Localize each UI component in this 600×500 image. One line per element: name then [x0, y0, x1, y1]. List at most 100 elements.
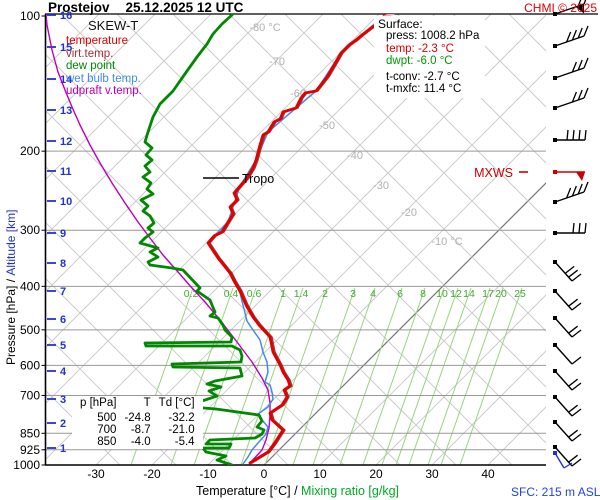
svg-text:6: 6	[60, 314, 66, 326]
svg-text:1000: 1000	[13, 458, 40, 472]
svg-text:10: 10	[313, 467, 327, 481]
wind-barb-icon	[553, 260, 582, 282]
table-cell: -5.4	[174, 436, 195, 448]
svg-text:15: 15	[60, 42, 72, 54]
table-row: 850 -4.0 -5.4	[76, 436, 199, 448]
legend-item-virt-temp-: virt.temp.	[66, 47, 114, 60]
svg-text:7: 7	[60, 286, 66, 298]
col-temp: T	[143, 397, 151, 409]
svg-text:850: 850	[20, 426, 40, 440]
svg-text:2: 2	[322, 288, 328, 300]
svg-text:100: 100	[20, 9, 40, 23]
updraft-virtual-temp-curve	[46, 14, 271, 464]
wind-barb-icon	[553, 343, 582, 365]
page-title: Prostejov 25.12.2025 12 UTC	[48, 0, 243, 15]
svg-text:20: 20	[369, 467, 383, 481]
svg-text:0.6: 0.6	[247, 288, 262, 300]
svg-text:16: 16	[60, 10, 72, 22]
svg-text:2: 2	[60, 418, 66, 430]
svg-text:14: 14	[463, 288, 475, 300]
table-cell: -21.0	[168, 424, 195, 436]
svg-text:300: 300	[20, 223, 40, 237]
curve-legend: temperature virt.temp. dew point wet bulb t…	[66, 35, 142, 98]
y-axis-caption: Pressure [hPa] / Altitude [km]	[4, 140, 18, 365]
svg-text:6: 6	[397, 288, 403, 300]
svg-text:10: 10	[60, 196, 72, 208]
svg-text:-50: -50	[319, 120, 335, 132]
table-cell: 850	[97, 436, 117, 448]
svg-text:400: 400	[20, 279, 40, 293]
svg-text:-20: -20	[143, 467, 161, 481]
wind-barb-icon	[553, 25, 589, 48]
surface-info-box: Surface: press: 1008.2 hPa temp: -2.3 °C d…	[374, 16, 486, 99]
svg-text:700: 700	[20, 388, 40, 402]
dew-point-curve	[138, 14, 266, 465]
svg-text:3: 3	[60, 394, 66, 406]
sounding-datetime: 25.12.2025 12 UTC	[125, 0, 244, 15]
svg-text:30: 30	[425, 467, 439, 481]
svg-text:8: 8	[60, 258, 66, 270]
col-dewpoint: Td [°C]	[158, 397, 195, 409]
svg-text:3: 3	[350, 288, 356, 300]
diagram-type-label: SKEW-T	[88, 18, 139, 33]
surface-value-line: dwpt: -6.0 °C	[386, 55, 453, 68]
wind-barb-icon	[553, 289, 582, 311]
svg-text:11: 11	[60, 166, 72, 178]
legend-item-temperature: temperature	[66, 35, 129, 47]
svg-text:17: 17	[482, 288, 494, 300]
table-cell: -32.2	[168, 412, 195, 424]
svg-text:1: 1	[280, 288, 286, 300]
wind-barb-icon	[553, 395, 582, 417]
svg-text:MXWS: MXWS	[474, 166, 513, 180]
svg-text:14: 14	[60, 74, 73, 86]
copyright-label: CHMI © 2025	[524, 1, 597, 15]
y-axis-altitude-label: Altitude [km]	[4, 209, 18, 276]
svg-text:600: 600	[20, 358, 40, 372]
max-wind-marker: MXWS	[474, 166, 528, 180]
plot-border	[44, 13, 598, 466]
tropopause-marker: Tropo	[203, 172, 274, 186]
svg-text:25: 25	[514, 288, 526, 300]
svg-text:20: 20	[495, 288, 507, 300]
axis-separator: /	[4, 275, 18, 286]
svg-text:200: 200	[20, 144, 40, 158]
wind-barb-icon	[553, 57, 589, 80]
temperature-curve	[206, 14, 388, 465]
svg-text:8: 8	[420, 288, 426, 300]
wind-barb-icon	[553, 181, 589, 204]
surface-heading: Surface:	[378, 17, 423, 31]
svg-text:-20: -20	[401, 207, 417, 219]
x-axis-caption: Temperature [°C] / Mixing ratio [g/kg]	[196, 484, 399, 498]
axis-separator: /	[290, 484, 302, 498]
svg-text:0: 0	[261, 467, 268, 481]
svg-text:500: 500	[20, 323, 40, 337]
wind-barb-icon	[553, 451, 573, 469]
surface-values: press: 1008.2 hPa temp: -2.3 °C dwpt: -6.0…	[378, 30, 479, 95]
svg-text:1.4: 1.4	[294, 288, 309, 300]
surface-value-line: temp: -2.3 °C	[386, 42, 454, 55]
wind-barb-icon	[553, 445, 582, 467]
surface-value-line: t-mxfc: 11.4 °C	[386, 83, 462, 96]
svg-text:12: 12	[60, 136, 72, 148]
svg-text:Tropo: Tropo	[242, 172, 274, 186]
svg-text:0.4: 0.4	[224, 288, 239, 300]
isotherm-labels: -80 °C-70-60-50-40-30-20-10 °C	[249, 22, 462, 248]
wind-barbs	[553, 0, 589, 469]
x-axis-temperature-label: Temperature [°C]	[196, 484, 291, 498]
y-axis-pressure-label: Pressure [hPa]	[4, 285, 18, 365]
svg-text:4: 4	[60, 366, 67, 378]
legend-item-udpraft-v-temp-: udpraft v.temp.	[66, 85, 142, 98]
surface-value-line: t-conv: -2.7 °C	[386, 70, 460, 83]
table-cell: 700	[97, 424, 117, 436]
mixing-ratio-lines	[130, 287, 523, 465]
temperature-axis-labels: -30 -20 -10 0 10 20 30 40	[87, 467, 495, 481]
table-cell: -4.0	[130, 436, 151, 448]
svg-text:5: 5	[60, 340, 66, 352]
mixing-ratio-labels: 0.2 0.4 0.6 1 1.4 2 3 4 6 8 10 12 14 17 20 25	[184, 288, 526, 300]
svg-text:10: 10	[436, 288, 448, 300]
svg-text:1: 1	[60, 443, 66, 455]
svg-text:12: 12	[450, 288, 462, 300]
